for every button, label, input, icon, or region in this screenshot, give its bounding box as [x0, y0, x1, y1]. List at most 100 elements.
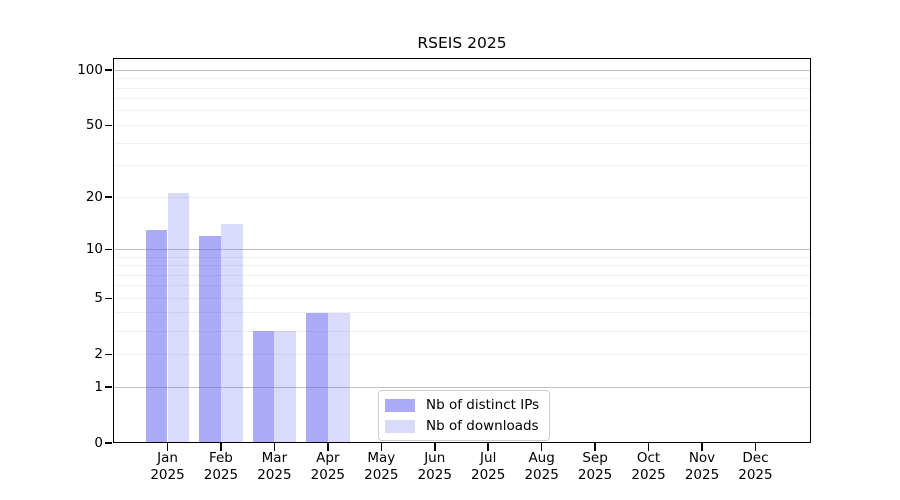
y-tick-20 [105, 196, 112, 198]
x-label-month: Jun [424, 450, 446, 466]
y-tick-50 [105, 124, 112, 127]
x-tick-label-oct: Oct 2025 [631, 450, 665, 484]
x-tick-label-feb: Feb 2025 [204, 450, 238, 484]
gridline-60 [113, 110, 811, 112]
bar-downloads-jan [167, 193, 190, 443]
legend: Nb of distinct IPs Nb of downloads [378, 390, 551, 441]
y-tick-label-10: 10 [85, 241, 103, 258]
x-tick-jan [166, 443, 169, 451]
y-tick-100 [105, 69, 112, 71]
x-label-month: Apr [316, 450, 340, 466]
x-tick-jun [434, 443, 436, 451]
bar-downloads-feb [220, 224, 243, 443]
y-tick-label-2: 2 [94, 346, 103, 363]
x-label-year: 2025 [738, 466, 773, 483]
x-label-year: 2025 [364, 466, 399, 483]
x-tick-label-jan: Jan 2025 [150, 450, 184, 484]
chart-title: RSEIS 2025 [417, 34, 507, 52]
y-tick-label-0: 0 [94, 435, 103, 451]
bar-ips-mar [252, 331, 275, 443]
x-label-year: 2025 [203, 466, 239, 483]
gridline-80 [113, 87, 811, 89]
gridline-6 [113, 285, 811, 287]
x-label-month: Dec [742, 450, 769, 466]
legend-label: Nb of downloads [426, 418, 539, 434]
x-tick-label-dec: Dec 2025 [738, 450, 772, 484]
y-tick-0 [105, 442, 112, 444]
x-tick-aug [540, 443, 543, 451]
x-tick-label-jul: Jul 2025 [471, 450, 505, 484]
x-tick-may [380, 443, 383, 451]
x-tick-nov [701, 443, 703, 451]
plot-area: 100 50 20 10 5 2 1 0 Jan 2025 Feb 2025 Mar 2025 Apr 20… [77, 58, 811, 483]
x-tick-label-mar: Mar 2025 [257, 450, 291, 484]
gridline-40 [113, 142, 811, 144]
bar-downloads-mar [274, 331, 297, 443]
gridline-30 [113, 165, 811, 167]
gridline-8 [113, 265, 811, 266]
x-label-year: 2025 [577, 466, 613, 483]
x-tick-feb [220, 443, 222, 451]
legend-swatch-icon [385, 398, 415, 412]
x-label-year: 2025 [471, 466, 506, 483]
bar-ips-apr [306, 313, 328, 443]
y-tick-label-5: 5 [94, 290, 103, 307]
x-label-month: May [367, 450, 396, 466]
y-tick-label-100: 100 [77, 62, 103, 79]
y-tick-10 [105, 248, 112, 251]
x-tick-label-aug: Aug 2025 [524, 450, 558, 484]
gridline-70 [113, 98, 811, 100]
legend-label: Nb of distinct IPs [426, 397, 540, 413]
x-tick-sep [594, 443, 596, 451]
legend-swatch-icon [385, 419, 415, 433]
x-label-year: 2025 [150, 466, 185, 483]
x-label-month: Mar [261, 450, 288, 466]
x-label-year: 2025 [417, 466, 452, 483]
gridline-5 [113, 297, 811, 299]
x-label-month: Oct [636, 450, 661, 466]
x-label-month: Aug [528, 450, 555, 466]
gridline-4 [113, 312, 811, 314]
x-tick-mar [273, 443, 276, 451]
x-tick-label-nov: Nov 2025 [685, 450, 719, 484]
x-tick-dec [754, 443, 757, 451]
x-tick-jul [487, 443, 489, 451]
y-tick-1 [105, 386, 112, 388]
gridline-3 [113, 330, 811, 332]
x-label-month: Feb [208, 450, 233, 466]
gridline-1 [113, 386, 811, 388]
gridline-100 [113, 69, 811, 71]
bar-ips-feb [199, 235, 221, 443]
x-label-year: 2025 [257, 466, 292, 483]
y-tick-label-20: 20 [85, 189, 103, 206]
x-label-month: Sep [582, 450, 608, 466]
legend-item: Nb of distinct IPs [385, 397, 539, 413]
y-tick-label-50: 50 [85, 117, 103, 134]
gridline-50 [113, 124, 811, 126]
y-tick-5 [105, 297, 112, 299]
x-tick-label-apr: Apr 2025 [311, 450, 345, 484]
x-label-year: 2025 [684, 466, 720, 483]
x-tick-oct [647, 443, 650, 451]
x-label-year: 2025 [524, 466, 559, 483]
x-tick-label-jun: Jun 2025 [418, 450, 452, 484]
x-label-year: 2025 [310, 466, 346, 483]
gridline-7 [113, 274, 811, 276]
y-tick-label-1: 1 [94, 379, 103, 395]
y-tick-2 [105, 353, 112, 355]
gridline-2 [113, 353, 811, 355]
gridline-10 [113, 248, 811, 250]
gridline-20 [113, 196, 811, 198]
legend-item: Nb of downloads [385, 418, 539, 434]
bar-downloads-apr [327, 313, 350, 443]
bar-ips-jan [145, 229, 168, 443]
x-tick-apr [327, 443, 329, 451]
gridline-9 [113, 256, 811, 258]
x-label-month: Jan [157, 450, 178, 466]
x-label-year: 2025 [631, 466, 666, 483]
x-label-month: Jul [480, 450, 497, 466]
x-tick-label-may: May 2025 [364, 450, 398, 484]
x-label-month: Nov [688, 450, 716, 466]
gridline-90 [113, 78, 811, 80]
